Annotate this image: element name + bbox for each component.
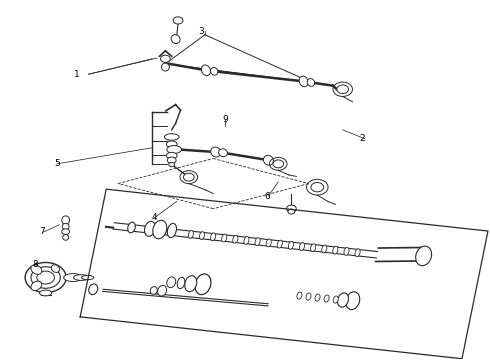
Ellipse shape [219,149,227,157]
Ellipse shape [355,249,360,257]
Ellipse shape [167,223,176,238]
Ellipse shape [166,152,177,159]
Ellipse shape [307,78,315,86]
Ellipse shape [177,277,185,289]
Ellipse shape [153,220,167,239]
Circle shape [287,205,296,212]
Ellipse shape [185,276,197,292]
Circle shape [62,229,70,234]
Ellipse shape [299,243,305,251]
Ellipse shape [299,76,308,87]
Ellipse shape [161,63,169,71]
Ellipse shape [31,265,42,274]
Ellipse shape [306,293,311,300]
Text: 4: 4 [152,213,157,222]
Text: 2: 2 [360,134,365,143]
Ellipse shape [244,237,249,244]
Ellipse shape [51,265,59,273]
Ellipse shape [145,221,155,236]
Ellipse shape [199,232,204,239]
Ellipse shape [211,147,220,157]
Ellipse shape [338,293,348,307]
Ellipse shape [150,287,157,294]
Ellipse shape [211,67,218,75]
Ellipse shape [324,295,329,302]
Ellipse shape [188,230,194,238]
Ellipse shape [40,290,52,296]
Text: 6: 6 [264,192,270,201]
Ellipse shape [167,145,181,153]
Ellipse shape [166,141,177,147]
Ellipse shape [322,245,327,253]
Ellipse shape [31,281,42,291]
Ellipse shape [64,274,82,282]
Circle shape [25,262,66,293]
Ellipse shape [74,275,89,280]
Circle shape [337,85,348,94]
Ellipse shape [195,274,211,294]
Circle shape [37,271,54,284]
Ellipse shape [346,292,360,310]
Ellipse shape [344,248,349,255]
Ellipse shape [255,238,260,246]
Ellipse shape [164,134,179,140]
Circle shape [311,183,324,192]
Ellipse shape [333,246,338,254]
Circle shape [273,160,284,168]
Ellipse shape [233,235,238,243]
Ellipse shape [201,65,210,76]
Ellipse shape [167,277,176,288]
Ellipse shape [333,296,338,303]
Circle shape [169,162,174,167]
Circle shape [183,173,194,181]
Text: 8: 8 [32,260,38,269]
Ellipse shape [81,275,94,280]
Text: 1: 1 [74,70,79,79]
Ellipse shape [416,246,432,266]
Ellipse shape [266,239,271,247]
Ellipse shape [158,285,167,296]
Ellipse shape [221,234,227,242]
Ellipse shape [171,35,180,44]
Ellipse shape [315,294,320,301]
Ellipse shape [211,233,216,241]
Ellipse shape [62,224,69,230]
Text: 5: 5 [54,159,60,168]
Circle shape [160,55,170,62]
Ellipse shape [89,284,98,294]
Circle shape [167,157,176,163]
Ellipse shape [128,222,135,233]
Ellipse shape [63,234,69,240]
Ellipse shape [277,240,282,248]
Circle shape [173,17,183,24]
Text: 3: 3 [198,27,204,36]
Ellipse shape [297,292,302,299]
Ellipse shape [264,155,273,165]
Circle shape [31,267,60,288]
Circle shape [288,209,295,214]
Ellipse shape [62,216,70,225]
Ellipse shape [311,244,316,252]
Text: 7: 7 [39,228,45,237]
Text: 9: 9 [222,114,228,123]
Ellipse shape [288,242,294,249]
